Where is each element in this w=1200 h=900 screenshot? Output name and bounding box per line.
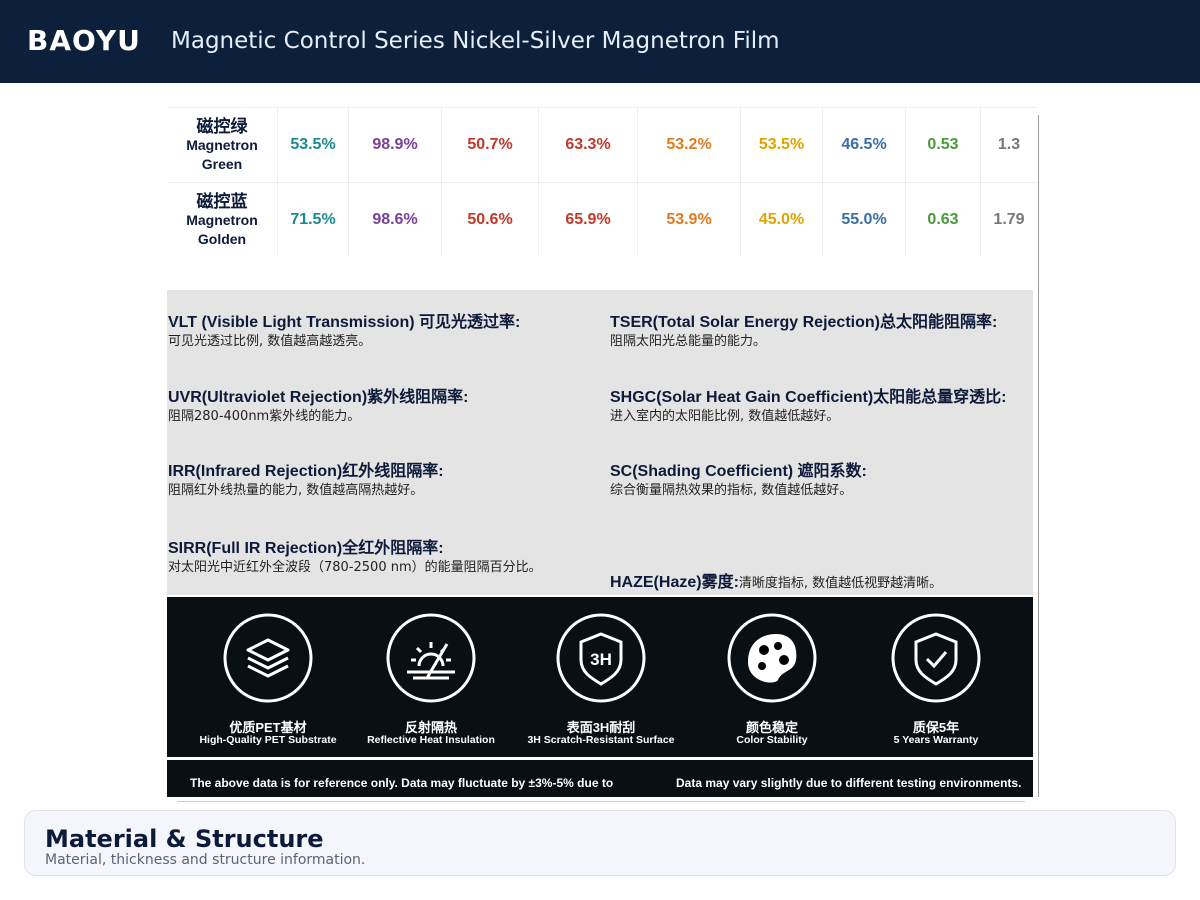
glossary: VLT (Visible Light Transmission) 可见光透过率:… [167,290,1033,595]
brand: BAOYU [27,24,141,57]
spec-value: 71.5% [277,182,348,257]
spec-value: 50.7% [441,107,538,182]
disclaimer: The above data is for reference only. Da… [167,760,1033,797]
feature-icon: 3H [556,613,646,703]
feature-en: 3H Scratch-Resistant Surface [527,734,675,746]
table-edge [1038,115,1039,797]
spec-value: 65.9% [538,182,637,257]
feature-en: 5 Years Warranty [893,734,979,746]
feature-icon [386,613,476,703]
disclaimer-text: The above data is for reference only. Da… [190,776,614,790]
page-title: Magnetic Control Series Nickel-Silver Ma… [171,28,780,54]
spec-value: 53.9% [637,182,740,257]
spec-value: 53.5% [740,107,822,182]
name-en: Golden [197,230,247,247]
description: 综合衡量隔热效果的指标, 数值越低越好。 [610,483,853,498]
feature-icon [891,613,981,703]
glossary-item: HAZE(Haze)雾度:清晰度指标, 数值越低视野越清晰。 [610,568,942,592]
feature-cn: 表面3H耐刮 [566,720,636,735]
description: 阻隔280-400nm紫外线的能力。 [168,409,361,424]
spec-value: 55.0% [822,182,905,257]
feature-cn: 颜色稳定 [745,720,798,735]
spec-value: 50.6% [441,182,538,257]
header: BAOYU Magnetic Control Series Nickel-Sil… [0,0,1200,83]
description: 进入室内的太阳能比例, 数值越低越好。 [610,409,840,424]
spec-table: 磁控绿 Magnetron Green 53.5% 98.9% 50.7% 63.3% 53.… [167,107,1039,797]
name-en: Magnetron [186,136,258,153]
disclaimer-text: Data may vary slightly due to different … [676,776,1022,790]
term: SHGC(Solar Heat Gain Coefficient)太阳能总量穿透… [610,389,1007,406]
feature-cn: 反射隔热 [404,720,457,735]
spec-value: 53.2% [637,107,740,182]
name-cn: 磁控绿 [196,116,248,136]
divider [177,801,1025,802]
term: UVR(Ultraviolet Rejection)紫外线阻隔率: [168,389,469,406]
section-card: Material & Structure Material, thickness… [24,810,1176,876]
spec-value: 46.5% [822,107,905,182]
term: VLT (Visible Light Transmission) 可见光透过率: [168,314,521,331]
spec-value: 98.6% [348,182,441,257]
row-name: 磁控蓝 Magnetron Golden [167,182,277,257]
name-en: Green [201,155,243,172]
spec-value: 0.53 [905,107,980,182]
term: SIRR(Full IR Rejection)全红外阻隔率: [168,540,444,557]
spec-value: 98.9% [348,107,441,182]
feature-en: Color Stability [736,734,808,746]
features: 优质PET基材 High-Quality PET Substrate 反射隔热 Ref… [167,597,1033,757]
spec-value: 1.3 [980,107,1037,182]
spec-value: 45.0% [740,182,822,257]
row-name: 磁控绿 Magnetron Green [167,107,277,182]
feature-en: High-Quality PET Substrate [199,734,337,746]
spec-value: 1.79 [980,182,1037,257]
spec-value: 53.5% [277,107,348,182]
term: TSER(Total Solar Energy Rejection)总太阳能阻隔… [610,314,998,331]
product-image: 磁控绿 Magnetron Green 53.5% 98.9% 50.7% 63.3% 53.… [167,107,1039,797]
name-en: Magnetron [186,211,258,228]
spec-value: 0.63 [905,182,980,257]
feature-cn: 质保5年 [912,720,960,735]
term: IRR(Infrared Rejection)红外线阻隔率: [168,463,444,480]
feature-en: Reflective Heat Insulation [367,734,495,746]
description: 可见光透过比例, 数值越高越透亮。 [168,334,372,349]
description: 阻隔红外线热量的能力, 数值越高隔热越好。 [168,483,424,498]
section-subtitle: Material, thickness and structure inform… [45,852,366,868]
spec-value: 63.3% [538,107,637,182]
feature-icon [223,613,313,703]
feature-cn: 优质PET基材 [229,720,307,735]
icon-text: 3H [590,650,612,669]
section-title: Material & Structure [45,825,324,853]
description: 清晰度指标, 数值越低视野越清晰。 [738,576,943,591]
term: SC(Shading Coefficient) 遮阳系数: [610,463,867,480]
name-cn: 磁控蓝 [196,191,248,211]
feature-icon [727,613,817,703]
description: 阻隔太阳光总能量的能力。 [610,334,767,349]
description: 对太阳光中近红外全波段（780-2500 nm）的能量阻隔百分比。 [168,560,542,575]
term: HAZE(Haze)雾度: [610,574,739,591]
